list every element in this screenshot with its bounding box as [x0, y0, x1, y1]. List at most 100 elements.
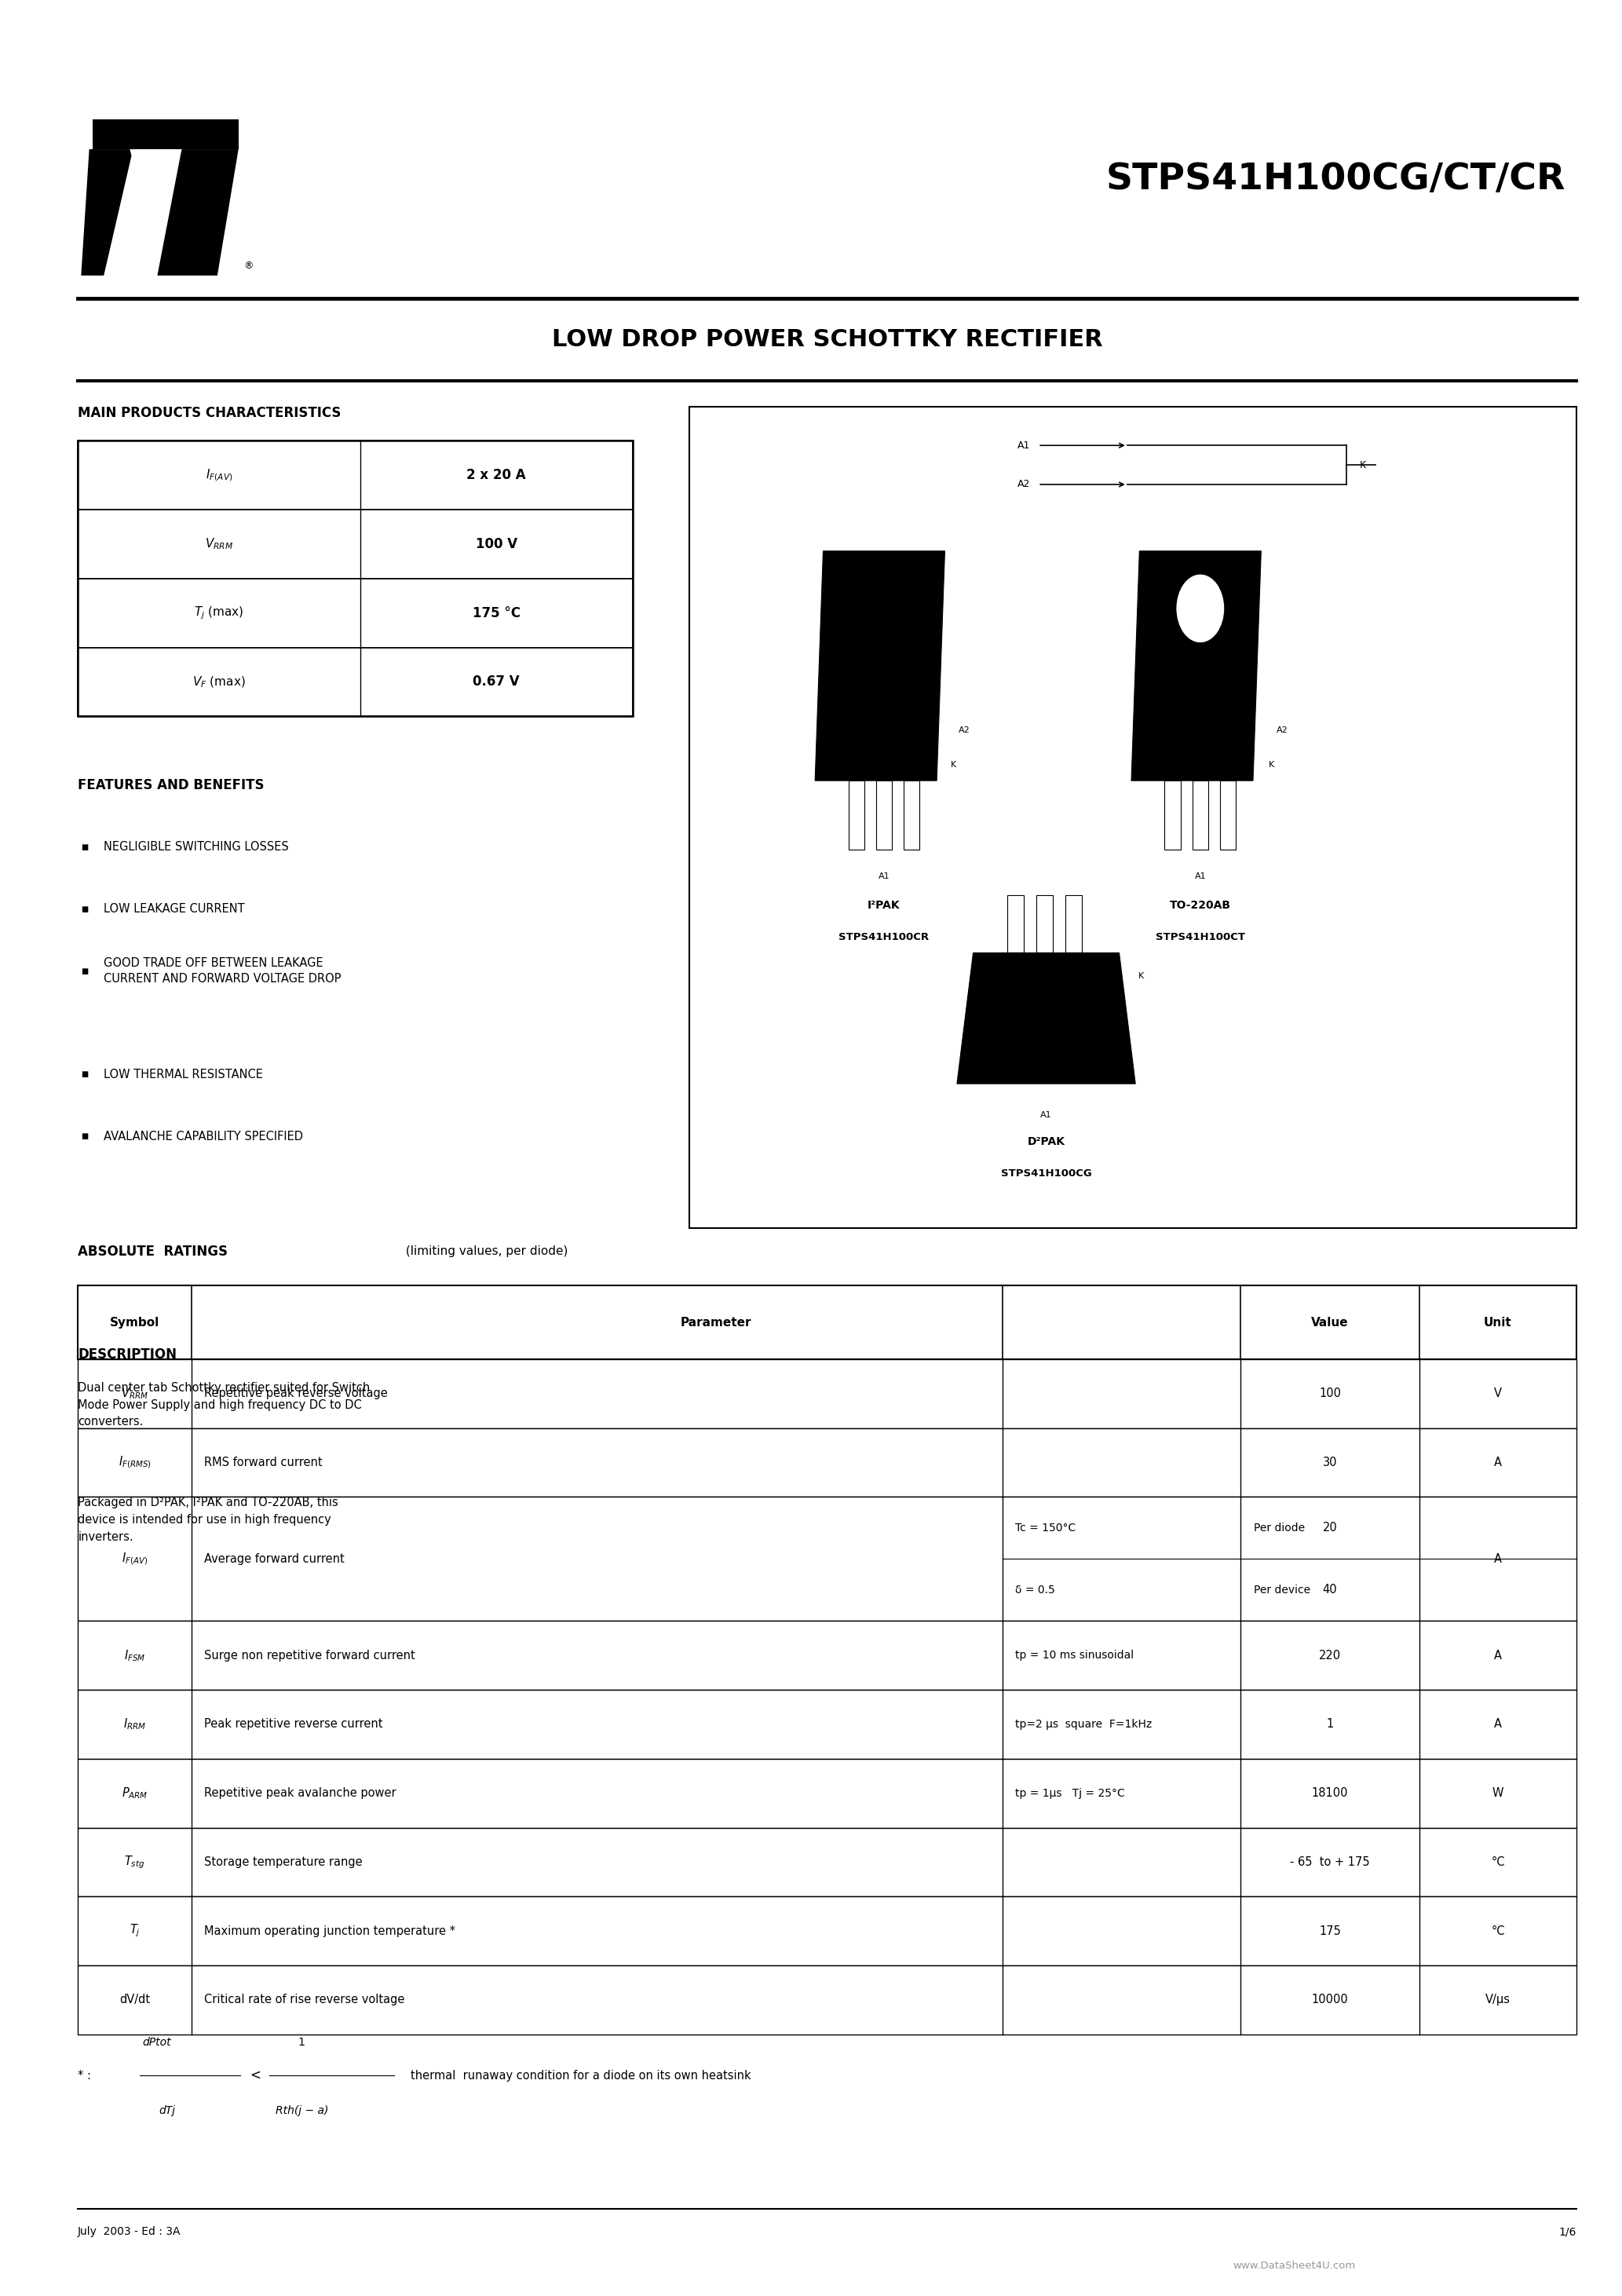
Text: $I_{F(AV)}$: $I_{F(AV)}$ — [206, 468, 232, 482]
Text: STPS41H100CR: STPS41H100CR — [839, 932, 929, 941]
Text: 40: 40 — [1322, 1584, 1338, 1596]
Text: thermal  runaway condition for a diode on its own heatsink: thermal runaway condition for a diode on… — [410, 2069, 751, 2082]
Text: 175: 175 — [1319, 1924, 1341, 1938]
Text: 1/6: 1/6 — [1559, 2227, 1577, 2236]
Text: * :: * : — [78, 2069, 91, 2082]
Text: A: A — [1494, 1717, 1502, 1731]
Text: tp = 1μs   Tj = 25°C: tp = 1μs Tj = 25°C — [1015, 1789, 1126, 1798]
Text: $I_{F(RMS)}$: $I_{F(RMS)}$ — [118, 1456, 151, 1469]
Text: Symbol: Symbol — [110, 1316, 159, 1329]
Text: FEATURES AND BENEFITS: FEATURES AND BENEFITS — [78, 778, 264, 792]
Text: $T_j$ (max): $T_j$ (max) — [195, 604, 243, 622]
Text: A: A — [1494, 1649, 1502, 1662]
Text: A: A — [1494, 1552, 1502, 1566]
Text: $I_{RRM}$: $I_{RRM}$ — [123, 1717, 146, 1731]
Text: Maximum operating junction temperature *: Maximum operating junction temperature * — [204, 1924, 456, 1938]
Text: A2: A2 — [959, 726, 970, 735]
Text: 30: 30 — [1324, 1456, 1337, 1469]
Text: ■: ■ — [81, 905, 88, 914]
Text: www.DataSheet4U.com: www.DataSheet4U.com — [1233, 2262, 1356, 2271]
Text: A1: A1 — [1017, 441, 1030, 450]
Text: dTj: dTj — [159, 2105, 175, 2117]
Text: $P_{ARM}$: $P_{ARM}$ — [122, 1786, 148, 1800]
Text: LOW LEAKAGE CURRENT: LOW LEAKAGE CURRENT — [104, 902, 245, 916]
Text: A2: A2 — [1017, 480, 1030, 489]
Text: 18100: 18100 — [1312, 1786, 1348, 1800]
Text: Peak repetitive reverse current: Peak repetitive reverse current — [204, 1717, 383, 1731]
Text: 10000: 10000 — [1312, 1993, 1348, 2007]
Text: W: W — [1492, 1786, 1504, 1800]
Text: - 65  to + 175: - 65 to + 175 — [1289, 1855, 1371, 1869]
Text: ®: ® — [243, 262, 253, 271]
Text: Repetitive peak reverse voltage: Repetitive peak reverse voltage — [204, 1387, 388, 1401]
Text: 2 x 20 A: 2 x 20 A — [467, 468, 526, 482]
Text: AVALANCHE CAPABILITY SPECIFIED: AVALANCHE CAPABILITY SPECIFIED — [104, 1130, 303, 1143]
Text: $I_{F(AV)}$: $I_{F(AV)}$ — [122, 1552, 148, 1566]
Text: 175 °C: 175 °C — [472, 606, 521, 620]
Text: <: < — [250, 2069, 261, 2082]
Text: D²PAK: D²PAK — [1027, 1137, 1066, 1148]
Text: V/μs: V/μs — [1486, 1993, 1510, 2007]
Text: °C: °C — [1491, 1924, 1505, 1938]
Text: GOOD TRADE OFF BETWEEN LEAKAGE
CURRENT AND FORWARD VOLTAGE DROP: GOOD TRADE OFF BETWEEN LEAKAGE CURRENT A… — [104, 957, 341, 985]
Text: A1: A1 — [1040, 1111, 1053, 1118]
Text: δ = 0.5: δ = 0.5 — [1015, 1584, 1056, 1596]
Text: K: K — [1139, 971, 1145, 980]
Text: ■: ■ — [81, 1070, 88, 1079]
Text: Rth(j − a): Rth(j − a) — [276, 2105, 328, 2117]
Text: K: K — [950, 760, 957, 769]
Text: Surge non repetitive forward current: Surge non repetitive forward current — [204, 1649, 415, 1662]
Text: Parameter: Parameter — [681, 1316, 751, 1329]
Text: $V_F$ (max): $V_F$ (max) — [193, 675, 245, 689]
Text: Dual center tab Schottky rectifier suited for Switch
Mode Power Supply and high : Dual center tab Schottky rectifier suite… — [78, 1382, 370, 1428]
Text: Tc = 150°C: Tc = 150°C — [1015, 1522, 1075, 1534]
Text: ■: ■ — [81, 967, 88, 976]
Text: K: K — [1359, 459, 1366, 471]
Text: tp=2 μs  square  F=1kHz: tp=2 μs square F=1kHz — [1015, 1720, 1152, 1729]
Text: NEGLIGIBLE SWITCHING LOSSES: NEGLIGIBLE SWITCHING LOSSES — [104, 840, 289, 854]
Text: $T_j$: $T_j$ — [130, 1922, 139, 1940]
Text: A2: A2 — [1103, 1068, 1114, 1075]
Text: Storage temperature range: Storage temperature range — [204, 1855, 363, 1869]
Text: V: V — [1494, 1387, 1502, 1401]
Text: Per diode: Per diode — [1254, 1522, 1306, 1534]
Text: ■: ■ — [81, 843, 88, 852]
Text: ABSOLUTE  RATINGS: ABSOLUTE RATINGS — [78, 1244, 227, 1258]
Text: LOW DROP POWER SCHOTTKY RECTIFIER: LOW DROP POWER SCHOTTKY RECTIFIER — [551, 328, 1103, 351]
Text: 1: 1 — [1327, 1717, 1333, 1731]
Text: 20: 20 — [1322, 1522, 1338, 1534]
Text: RMS forward current: RMS forward current — [204, 1456, 323, 1469]
Text: $V_{RRM}$: $V_{RRM}$ — [122, 1387, 148, 1401]
Text: LOW THERMAL RESISTANCE: LOW THERMAL RESISTANCE — [104, 1068, 263, 1081]
Text: Critical rate of rise reverse voltage: Critical rate of rise reverse voltage — [204, 1993, 406, 2007]
Text: K: K — [1268, 760, 1275, 769]
Text: Packaged in D²PAK, I²PAK and TO-220AB, this
device is intended for use in high f: Packaged in D²PAK, I²PAK and TO-220AB, t… — [78, 1497, 339, 1543]
Text: A2: A2 — [1277, 726, 1288, 735]
Text: DESCRIPTION: DESCRIPTION — [78, 1348, 177, 1362]
Text: tp = 10 ms sinusoidal: tp = 10 ms sinusoidal — [1015, 1651, 1134, 1660]
Text: 100: 100 — [1319, 1387, 1341, 1401]
Text: MAIN PRODUCTS CHARACTERISTICS: MAIN PRODUCTS CHARACTERISTICS — [78, 406, 341, 420]
Text: A1: A1 — [1194, 872, 1207, 879]
Text: STPS41H100CT: STPS41H100CT — [1155, 932, 1246, 941]
Text: dPtot: dPtot — [143, 2037, 172, 2048]
Text: dV/dt: dV/dt — [120, 1993, 149, 2007]
Text: ■: ■ — [81, 1132, 88, 1141]
Text: $V_{RRM}$: $V_{RRM}$ — [204, 537, 234, 551]
Text: Per device: Per device — [1254, 1584, 1311, 1596]
Text: 1: 1 — [298, 2037, 305, 2048]
Text: Value: Value — [1311, 1316, 1350, 1329]
Text: 100 V: 100 V — [475, 537, 517, 551]
Text: Unit: Unit — [1484, 1316, 1512, 1329]
Text: 220: 220 — [1319, 1649, 1341, 1662]
Text: °C: °C — [1491, 1855, 1505, 1869]
Text: 0.67 V: 0.67 V — [474, 675, 519, 689]
Text: Average forward current: Average forward current — [204, 1552, 345, 1566]
Text: A: A — [1494, 1456, 1502, 1469]
Text: A1: A1 — [878, 872, 890, 879]
Text: July  2003 - Ed : 3A: July 2003 - Ed : 3A — [78, 2227, 182, 2236]
Text: $T_{stg}$: $T_{stg}$ — [125, 1853, 144, 1871]
Text: TO-220AB: TO-220AB — [1169, 900, 1231, 912]
Text: $I_{FSM}$: $I_{FSM}$ — [123, 1649, 146, 1662]
Text: STPS41H100CG: STPS41H100CG — [1001, 1169, 1092, 1178]
